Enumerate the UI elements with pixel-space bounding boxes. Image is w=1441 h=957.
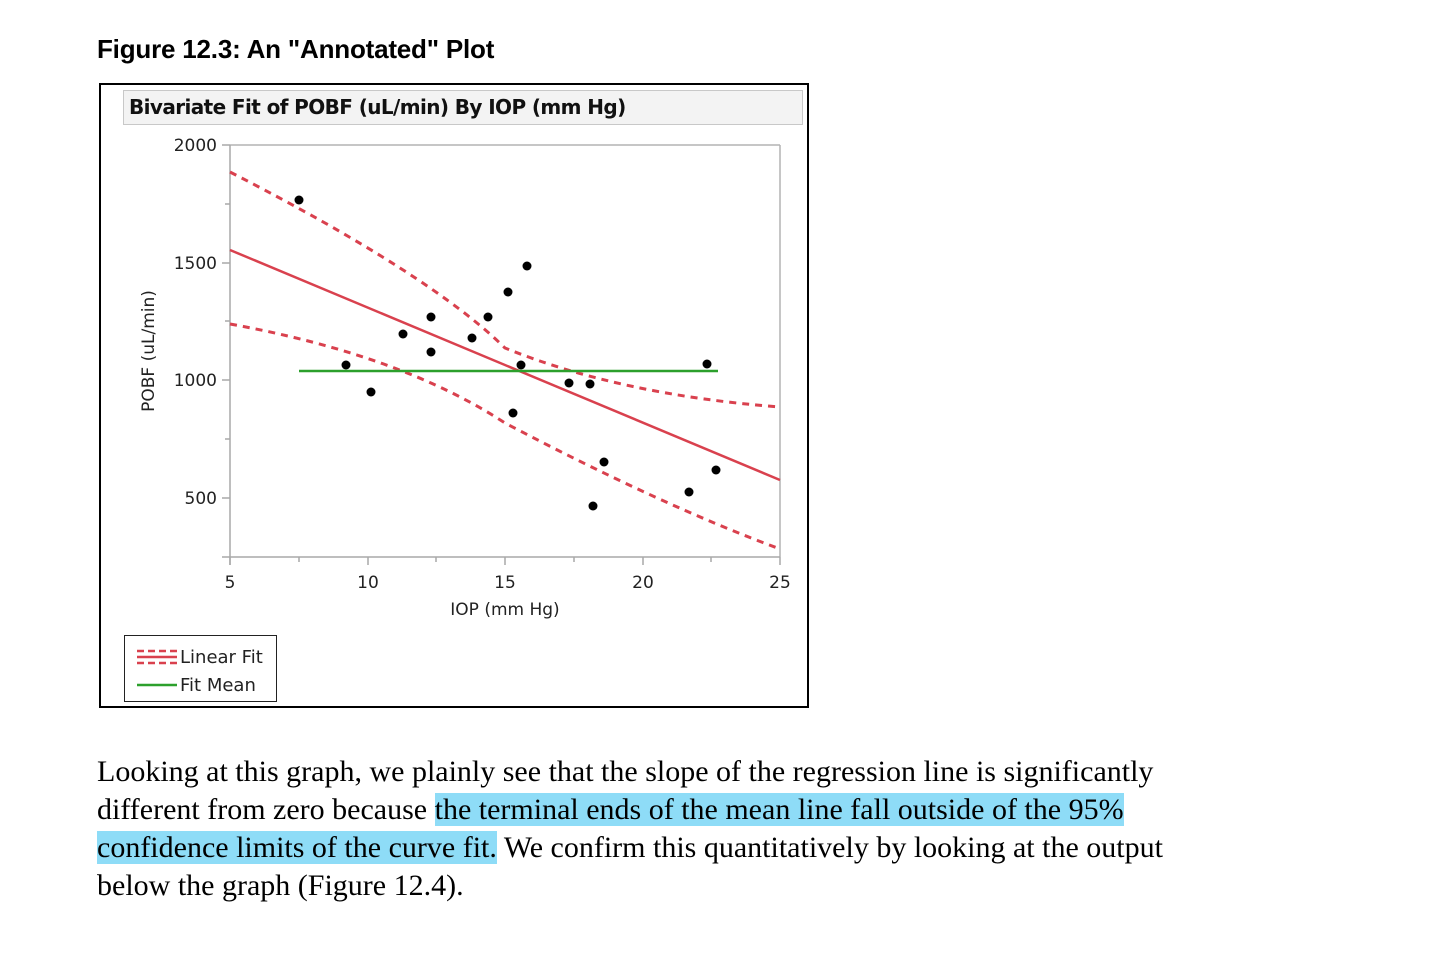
x-tick-20: 20 — [632, 573, 654, 593]
body-paragraph: Looking at this graph, we plainly see th… — [97, 753, 1297, 905]
y-axis-title: POBF (uL/min) — [139, 290, 159, 412]
x-tick-labels: 5 10 15 20 25 — [225, 573, 791, 593]
y-tick-2000: 2000 — [174, 136, 217, 156]
figure-caption: Figure 12.3: An "Annotated" Plot — [97, 34, 495, 64]
chart-legend: Linear Fit Fit Mean — [124, 635, 277, 702]
highlighted-text[interactable]: confidence limits of the curve fit. — [97, 831, 497, 864]
data-point — [564, 378, 574, 388]
y-tick-1500: 1500 — [174, 254, 217, 274]
figure-panel: 2000 1500 1000 500 5 10 15 20 25 IOP (mm… — [99, 83, 809, 708]
x-tick-15: 15 — [494, 573, 516, 593]
data-point — [711, 465, 721, 475]
x-axis-title: IOP (mm Hg) — [450, 600, 559, 620]
plot-frame — [222, 144, 781, 565]
x-tick-5: 5 — [225, 573, 236, 593]
data-point — [516, 360, 526, 370]
linear-fit-line — [229, 248, 781, 482]
x-tick-25: 25 — [769, 573, 791, 593]
lower-confidence-curve — [229, 322, 781, 551]
y-tick-1000: 1000 — [174, 371, 217, 391]
upper-confidence-curve — [229, 170, 781, 409]
legend-item-fit-mean: Fit Mean — [137, 673, 256, 697]
data-point — [503, 287, 513, 297]
paragraph-text: We confirm this quantitatively by lookin… — [496, 831, 1163, 864]
solid-line-icon — [137, 676, 177, 694]
data-point — [588, 501, 598, 511]
legend-item-linear-fit: Linear Fit — [137, 645, 263, 669]
highlighted-text[interactable]: the terminal ends of the mean line fall … — [434, 793, 1124, 826]
x-ticks — [229, 557, 781, 565]
data-point — [483, 312, 493, 322]
y-tick-500: 500 — [185, 489, 217, 509]
data-point — [599, 457, 609, 467]
data-point — [294, 195, 304, 205]
data-point — [585, 379, 595, 389]
plot-header: Bivariate Fit of POBF (uL/min) By IOP (m… — [123, 90, 803, 125]
data-point — [426, 312, 436, 322]
data-point — [522, 261, 532, 271]
data-point — [341, 360, 351, 370]
x-tick-10: 10 — [357, 573, 379, 593]
data-point — [702, 359, 712, 369]
scatter-plot: 2000 1500 1000 500 5 10 15 20 25 IOP (mm… — [139, 136, 791, 620]
legend-label-fit-mean: Fit Mean — [180, 674, 256, 696]
paragraph-line-4: below the graph (Figure 12.4). — [97, 869, 464, 902]
data-point — [684, 487, 694, 497]
data-point — [426, 347, 436, 357]
data-point — [467, 333, 477, 343]
data-points — [294, 195, 721, 511]
data-point — [508, 408, 518, 418]
paragraph-line-2: different from zero because the terminal… — [97, 791, 1297, 829]
paragraph-text: different from zero because — [97, 793, 435, 826]
paragraph-line-3: confidence limits of the curve fit. We c… — [97, 829, 1297, 867]
legend-label-linear-fit: Linear Fit — [180, 646, 263, 668]
dashed-line-icon — [137, 648, 177, 666]
data-point — [398, 329, 408, 339]
y-tick-labels: 2000 1500 1000 500 — [174, 136, 217, 509]
data-point — [366, 387, 376, 397]
paragraph-line-1: Looking at this graph, we plainly see th… — [97, 755, 1154, 788]
y-ticks — [222, 144, 230, 499]
